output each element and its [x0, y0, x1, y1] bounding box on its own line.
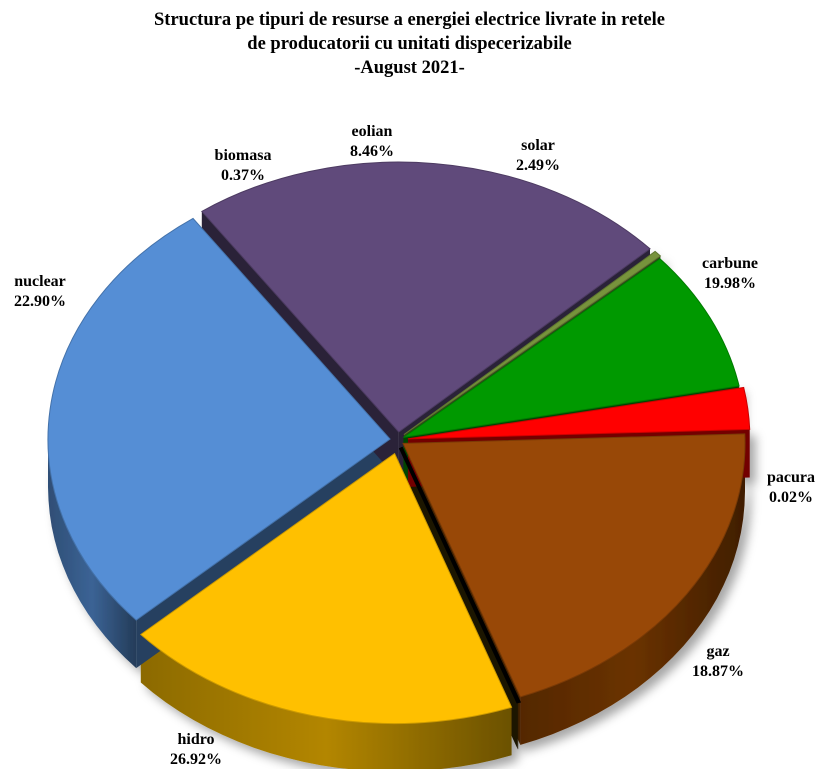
slice-label-name-pacura: pacura — [767, 469, 815, 486]
pie-slice-nuclear — [201, 161, 651, 433]
slice-label-value-pacura: 0.02% — [769, 489, 813, 506]
slice-label-name-biomasa: biomasa — [215, 147, 272, 164]
pie-top-layer — [47, 161, 751, 725]
chart-title-line-2: de producatorii cu unitati dispecerizabi… — [247, 34, 572, 54]
slice-label-name-nuclear: nuclear — [14, 273, 66, 290]
pie-slice-gaz — [139, 452, 513, 725]
slice-label-value-solar: 2.49% — [516, 157, 560, 174]
pie-slice-solar — [407, 386, 751, 440]
slice-label-value-biomasa: 0.37% — [221, 167, 265, 184]
pie-slice-side-hidro — [48, 439, 137, 669]
slice-label-name-gaz: gaz — [706, 643, 729, 660]
pie-slice-side-carbune — [520, 443, 745, 745]
chart-title-line-3: -August 2021- — [354, 58, 465, 78]
slice-label-value-carbune: 19.98% — [704, 275, 756, 292]
slice-label-name-eolian: eolian — [352, 123, 393, 140]
slice-label-name-solar: solar — [521, 137, 555, 154]
slice-label-value-hidro: 26.92% — [170, 751, 222, 768]
pie-slice-side-gaz — [140, 634, 512, 769]
pie-labels: carbune 19.98% pacura 0.02% gaz 18.87% hidro 26… — [14, 123, 815, 768]
slice-label-name-hidro: hidro — [177, 731, 214, 748]
slice-label-value-gaz: 18.87% — [692, 663, 744, 680]
pie-slice-carbune — [402, 433, 746, 698]
pie-slice-biomasa — [403, 250, 662, 436]
chart-title: Structura pe tipuri de resurse a energie… — [0, 8, 819, 80]
pie-slice-pacura — [398, 446, 522, 704]
slice-label-value-eolian: 8.46% — [350, 143, 394, 160]
pie-slice-eolian — [403, 258, 740, 438]
chart-title-line-1: Structura pe tipuri de resurse a energie… — [154, 10, 665, 30]
pie-slice-hidro — [47, 217, 391, 621]
slice-label-value-nuclear: 22.90% — [14, 293, 66, 310]
slice-label-name-carbune: carbune — [702, 255, 758, 272]
